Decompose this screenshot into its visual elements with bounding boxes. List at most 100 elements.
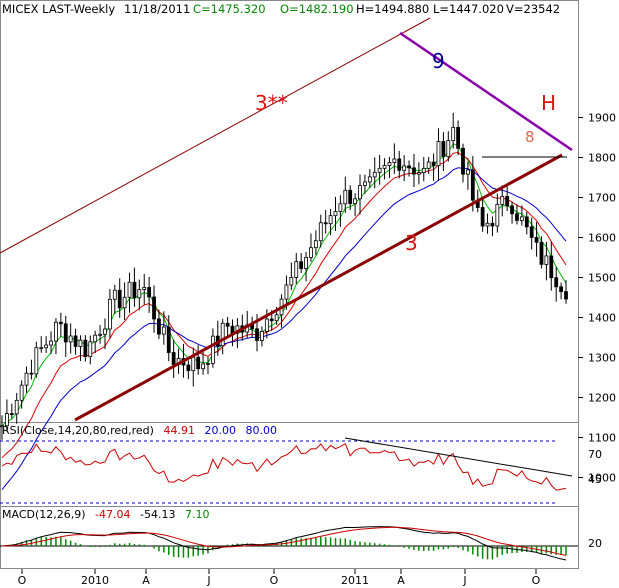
candle-body: [206, 363, 210, 365]
candle-body: [147, 287, 152, 298]
macd-name: MACD(12,26,9): [2, 508, 86, 521]
candle-body: [186, 364, 191, 372]
upper-channel-line: [0, 17, 431, 254]
candle-body: [456, 127, 461, 149]
candle-body: [382, 165, 387, 169]
rsi-trendline: [344, 437, 573, 477]
rsi-tick-70: 70: [588, 448, 602, 461]
rsi-tick-45: 45: [588, 473, 602, 486]
candle-body: [117, 289, 122, 309]
candle-body: [313, 240, 318, 249]
candle-body: [529, 226, 534, 238]
candle-body: [466, 169, 470, 175]
candle-body: [500, 195, 505, 205]
candle-body: [470, 169, 475, 201]
candle-body: [166, 326, 171, 353]
candle-body: [304, 257, 308, 269]
macd-signal-line: [1, 526, 567, 556]
candle-body: [407, 165, 411, 169]
candle-body: [9, 413, 14, 416]
candle-body: [98, 333, 102, 336]
candle-body: [260, 331, 264, 341]
x-axis-ticks: O 2010 A J O 2011 A J O: [18, 569, 541, 587]
candle-body: [201, 363, 205, 370]
x-tick-label: O: [18, 574, 27, 587]
candle-body: [157, 318, 161, 335]
candle-body: [426, 161, 431, 169]
candle-body: [515, 213, 519, 221]
candle-body: [44, 344, 49, 349]
candle-body: [480, 207, 485, 227]
candle-body: [367, 176, 372, 183]
candle-body: [264, 318, 269, 332]
candle-body: [142, 287, 147, 290]
candle-body: [554, 277, 559, 288]
wave-3-trendline: [74, 153, 563, 422]
x-tick-label: 2011: [341, 574, 369, 587]
candle-body: [93, 334, 98, 343]
rsi-upper: 80.00: [245, 424, 277, 437]
x-tick-label: A: [397, 574, 405, 587]
candle-body: [485, 222, 490, 227]
candle-body: [0, 425, 4, 428]
candle-body: [210, 335, 215, 364]
ma-fast-line: [1, 143, 567, 427]
y-axis-ticks: 1000 1100 1200 1300 1400 1500 1600 1700 1800 1900: [578, 112, 616, 485]
y-tick-label: 1700: [588, 192, 616, 205]
y-tick-label: 1900: [588, 112, 616, 125]
header-close: C=1475.320: [193, 2, 266, 16]
wave-3-double-star-label: 3**: [255, 91, 288, 115]
candle-body: [88, 341, 93, 358]
candle-body: [372, 171, 377, 178]
candle-body: [127, 281, 132, 298]
y-tick-label: 1600: [588, 232, 616, 245]
candle-body: [387, 162, 392, 166]
y-tick-label: 1000: [588, 472, 616, 485]
candle-body: [39, 347, 44, 350]
candle-body: [274, 314, 279, 322]
candle-body: [363, 181, 367, 186]
header-volume: V=23542: [506, 2, 560, 16]
header-high: H=1494.880: [356, 2, 429, 16]
header-date: 11/18/2011: [124, 2, 190, 16]
macd-value: -47.04: [95, 508, 130, 521]
candle-body: [29, 372, 34, 375]
x-tick-label: O: [270, 574, 279, 587]
trendlines: [0, 17, 573, 422]
candle-body: [539, 241, 544, 265]
candle-body: [284, 284, 289, 300]
header-symbol: MICEX LAST-Weekly: [2, 2, 115, 16]
candle-body: [549, 255, 554, 279]
candle-body: [255, 328, 259, 341]
price-panel-frame: [0, 0, 579, 423]
candle-body: [519, 216, 524, 221]
candle-body: [397, 158, 402, 171]
candle-body: [524, 216, 529, 228]
candle-body: [122, 296, 127, 309]
x-tick-label: 2010: [81, 574, 109, 587]
header-open: O=1482.190: [280, 2, 354, 16]
y-tick-label: 1400: [588, 312, 616, 325]
candle-body: [5, 413, 9, 427]
ma-mid-line: [1, 151, 567, 459]
candle-body: [377, 167, 382, 173]
wave-9-label: 9: [432, 49, 445, 73]
candle-body: [34, 347, 39, 375]
y-tick-label: 1100: [588, 432, 616, 445]
candle-body: [132, 281, 137, 299]
candle-body: [137, 289, 142, 299]
candle-body: [54, 321, 58, 342]
candle-body: [441, 141, 446, 158]
candle-body: [544, 255, 549, 265]
candle-body: [68, 335, 73, 343]
candle-body: [333, 211, 338, 217]
candle-body: [103, 328, 107, 335]
x-tick-label: J: [462, 574, 466, 587]
rsi-lower: 20.00: [204, 424, 236, 437]
candle-body: [412, 167, 416, 175]
candle-body: [436, 141, 441, 167]
candle-body: [24, 372, 29, 386]
candle-body: [490, 222, 495, 227]
candle-body: [73, 335, 78, 347]
candle-body: [289, 277, 294, 286]
